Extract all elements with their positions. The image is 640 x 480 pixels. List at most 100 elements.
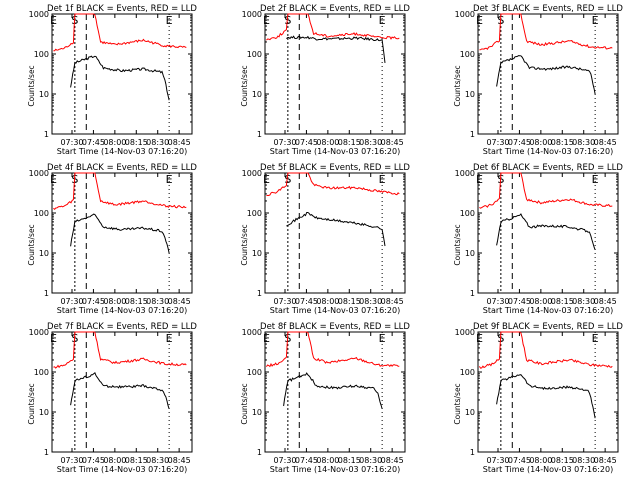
plot-frame — [51, 13, 193, 135]
x-tick-label: 07:45 — [508, 456, 531, 465]
x-axis-label: Start Time (14-Nov-03 07:16:20) — [270, 147, 400, 156]
x-tick-label: 08:30 — [572, 456, 595, 465]
event-marker-label: E — [592, 173, 599, 186]
x-tick-label: 08:00 — [103, 456, 126, 465]
y-axis-label: Counts/sec — [27, 224, 36, 265]
x-axis-label: Start Time (14-Nov-03 07:16:20) — [270, 306, 400, 315]
lld-series-line — [479, 13, 613, 51]
x-tick-label: 08:00 — [316, 138, 339, 147]
event-marker-label: E — [379, 332, 386, 345]
plot-frame — [264, 331, 406, 453]
y-tick-label: 10 — [465, 249, 475, 258]
x-tick-label: 08:45 — [594, 456, 617, 465]
y-tick-label: 100 — [460, 368, 475, 377]
x-tick-label: 08:30 — [146, 297, 169, 306]
events-series-line — [70, 213, 170, 254]
y-tick-label: 1000 — [242, 328, 262, 337]
plot-frame — [264, 13, 406, 135]
events-series-line — [496, 374, 596, 419]
panel-title: Det 8f BLACK = Events, RED = LLD — [260, 322, 410, 332]
y-axis-label: Counts/sec — [240, 383, 249, 424]
x-tick-label: 08:30 — [572, 297, 595, 306]
y-tick-label: 10 — [39, 408, 49, 417]
event-marker-label: E — [379, 173, 386, 186]
lld-series-line — [478, 331, 613, 369]
plot-frame — [51, 172, 193, 294]
lld-series-line — [479, 172, 613, 209]
y-tick-label: 1 — [257, 289, 262, 298]
event-marker-label: E — [592, 332, 599, 345]
event-marker-label: E — [166, 14, 173, 27]
detector-panel: Det 6f BLACK = Events, RED = LLD 1 10 100 10… — [453, 163, 623, 315]
x-tick-label: 07:30 — [60, 456, 83, 465]
y-tick-label: 1000 — [29, 169, 49, 178]
y-tick-label: 1000 — [455, 328, 475, 337]
x-axis-label: Start Time (14-Nov-03 07:16:20) — [57, 465, 187, 474]
detector-panel: Det 9f BLACK = Events, RED = LLD 1 10 100 10… — [453, 322, 623, 474]
y-tick-label: 1000 — [242, 169, 262, 178]
plot-frame — [51, 331, 193, 453]
x-tick-label: 08:15 — [338, 456, 361, 465]
event-marker-label: E — [379, 14, 386, 27]
x-tick-label: 08:00 — [316, 297, 339, 306]
x-tick-label: 07:30 — [273, 456, 296, 465]
x-tick-label: 07:45 — [82, 456, 105, 465]
x-tick-label: 07:45 — [295, 297, 318, 306]
y-tick-label: 100 — [247, 368, 262, 377]
y-axis-label: Counts/sec — [453, 224, 462, 265]
x-axis-label: Start Time (14-Nov-03 07:16:20) — [57, 147, 187, 156]
x-axis-label: Start Time (14-Nov-03 07:16:20) — [483, 465, 613, 474]
detector-panel: Det 2f BLACK = Events, RED = LLD 1 10 100 10… — [240, 4, 410, 156]
panel-title: Det 2f BLACK = Events, RED = LLD — [260, 4, 410, 14]
x-tick-label: 08:30 — [359, 456, 382, 465]
plot-frame — [477, 331, 619, 453]
x-tick-label: 07:45 — [295, 456, 318, 465]
x-tick-label: 07:45 — [82, 138, 105, 147]
lld-series-line — [266, 172, 400, 197]
y-tick-label: 1000 — [29, 10, 49, 19]
x-tick-label: 08:45 — [168, 138, 191, 147]
detector-panel: Det 7f BLACK = Events, RED = LLD 1 10 100 10… — [27, 322, 197, 474]
x-tick-label: 08:45 — [381, 138, 404, 147]
y-tick-label: 10 — [39, 90, 49, 99]
y-axis-label: Counts/sec — [240, 224, 249, 265]
event-marker-label: E — [476, 173, 483, 186]
panel-title: Det 9f BLACK = Events, RED = LLD — [473, 322, 623, 332]
y-tick-label: 10 — [465, 90, 475, 99]
y-tick-label: 1 — [470, 130, 475, 139]
y-tick-label: 1 — [470, 289, 475, 298]
x-tick-label: 08:45 — [381, 456, 404, 465]
panel-title: Det 1f BLACK = Events, RED = LLD — [47, 4, 197, 14]
event-marker-label: E — [263, 14, 270, 27]
y-tick-label: 1 — [44, 289, 49, 298]
x-tick-label: 08:15 — [551, 456, 574, 465]
x-tick-label: 08:00 — [103, 138, 126, 147]
x-tick-label: 08:15 — [338, 297, 361, 306]
x-tick-label: 08:45 — [594, 297, 617, 306]
x-axis-label: Start Time (14-Nov-03 07:16:20) — [483, 147, 613, 156]
y-tick-label: 100 — [247, 50, 262, 59]
event-marker-label: S — [284, 14, 291, 27]
panel-title: Det 7f BLACK = Events, RED = LLD — [47, 322, 197, 332]
y-axis-label: Counts/sec — [453, 65, 462, 106]
lld-series-line — [53, 331, 187, 369]
y-axis-label: Counts/sec — [453, 383, 462, 424]
plot-frame — [477, 172, 619, 294]
y-tick-label: 1000 — [29, 328, 49, 337]
events-series-line — [496, 55, 596, 95]
x-tick-label: 08:45 — [594, 138, 617, 147]
x-tick-label: 07:30 — [486, 138, 509, 147]
x-tick-label: 08:30 — [359, 138, 382, 147]
y-tick-label: 1 — [257, 448, 262, 457]
events-series-line — [70, 55, 170, 101]
event-marker-label: E — [476, 14, 483, 27]
plot-frame — [477, 13, 619, 135]
panel-title: Det 5f BLACK = Events, RED = LLD — [260, 163, 410, 173]
x-tick-label: 08:00 — [103, 297, 126, 306]
detector-panel: Det 1f BLACK = Events, RED = LLD 1 10 100 10… — [27, 4, 197, 156]
lld-series-line — [53, 13, 187, 52]
y-tick-label: 10 — [252, 408, 262, 417]
event-marker-label: E — [592, 14, 599, 27]
x-tick-label: 08:00 — [529, 456, 552, 465]
x-tick-label: 07:45 — [508, 297, 531, 306]
